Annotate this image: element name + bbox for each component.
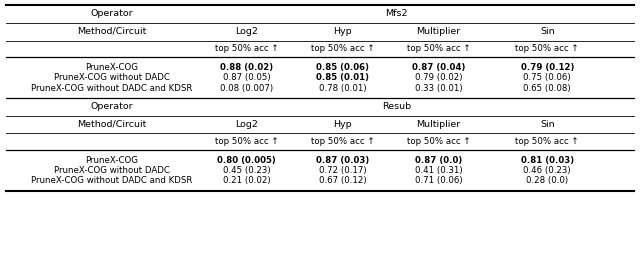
- Text: 0.87 (0.0): 0.87 (0.0): [415, 155, 462, 165]
- Text: top 50% acc ↑: top 50% acc ↑: [310, 137, 374, 146]
- Text: Log2: Log2: [235, 27, 258, 36]
- Text: Operator: Operator: [91, 9, 133, 19]
- Text: Hyp: Hyp: [333, 120, 352, 129]
- Text: Sin: Sin: [540, 120, 554, 129]
- Text: 0.28 (0.0): 0.28 (0.0): [526, 176, 568, 185]
- Text: 0.71 (0.06): 0.71 (0.06): [415, 176, 462, 185]
- Text: 0.87 (0.03): 0.87 (0.03): [316, 155, 369, 165]
- Text: 0.79 (0.02): 0.79 (0.02): [415, 73, 462, 82]
- Text: PruneX-COG without DADC: PruneX-COG without DADC: [54, 73, 170, 82]
- Text: PruneX-COG: PruneX-COG: [86, 155, 138, 165]
- Text: 0.85 (0.06): 0.85 (0.06): [316, 63, 369, 72]
- Text: Method/Circuit: Method/Circuit: [77, 27, 147, 36]
- Text: top 50% acc ↑: top 50% acc ↑: [515, 137, 579, 146]
- Text: PruneX-COG: PruneX-COG: [86, 63, 138, 72]
- Text: top 50% acc ↑: top 50% acc ↑: [214, 44, 278, 53]
- Text: 0.72 (0.17): 0.72 (0.17): [319, 166, 366, 175]
- Text: Resub: Resub: [382, 102, 412, 111]
- Text: 0.45 (0.23): 0.45 (0.23): [223, 166, 270, 175]
- Text: top 50% acc ↑: top 50% acc ↑: [515, 44, 579, 53]
- Text: top 50% acc ↑: top 50% acc ↑: [406, 44, 470, 53]
- Text: 0.65 (0.08): 0.65 (0.08): [524, 84, 571, 93]
- Text: Operator: Operator: [91, 102, 133, 111]
- Text: top 50% acc ↑: top 50% acc ↑: [406, 137, 470, 146]
- Text: PruneX-COG without DADC and KDSR: PruneX-COG without DADC and KDSR: [31, 84, 193, 93]
- Text: 0.21 (0.02): 0.21 (0.02): [223, 176, 270, 185]
- Text: 0.08 (0.007): 0.08 (0.007): [220, 84, 273, 93]
- Text: 0.78 (0.01): 0.78 (0.01): [319, 84, 366, 93]
- Text: 0.46 (0.23): 0.46 (0.23): [524, 166, 571, 175]
- Text: top 50% acc ↑: top 50% acc ↑: [214, 137, 278, 146]
- Text: 0.33 (0.01): 0.33 (0.01): [415, 84, 462, 93]
- Text: Log2: Log2: [235, 120, 258, 129]
- Text: 0.41 (0.31): 0.41 (0.31): [415, 166, 462, 175]
- Text: 0.67 (0.12): 0.67 (0.12): [319, 176, 366, 185]
- Text: Method/Circuit: Method/Circuit: [77, 120, 147, 129]
- Text: 0.88 (0.02): 0.88 (0.02): [220, 63, 273, 72]
- Text: Mfs2: Mfs2: [385, 9, 408, 19]
- Text: PruneX-COG without DADC and KDSR: PruneX-COG without DADC and KDSR: [31, 176, 193, 185]
- Text: 0.75 (0.06): 0.75 (0.06): [524, 73, 571, 82]
- Text: PruneX-COG without DADC: PruneX-COG without DADC: [54, 166, 170, 175]
- Text: 0.79 (0.12): 0.79 (0.12): [520, 63, 574, 72]
- Text: Sin: Sin: [540, 27, 554, 36]
- Text: 0.87 (0.04): 0.87 (0.04): [412, 63, 465, 72]
- Text: Multiplier: Multiplier: [416, 120, 461, 129]
- Text: Hyp: Hyp: [333, 27, 352, 36]
- Text: 0.80 (0.005): 0.80 (0.005): [217, 155, 276, 165]
- Text: 0.85 (0.01): 0.85 (0.01): [316, 73, 369, 82]
- Text: top 50% acc ↑: top 50% acc ↑: [310, 44, 374, 53]
- Text: 0.81 (0.03): 0.81 (0.03): [520, 155, 574, 165]
- Text: 0.87 (0.05): 0.87 (0.05): [223, 73, 270, 82]
- Text: Multiplier: Multiplier: [416, 27, 461, 36]
